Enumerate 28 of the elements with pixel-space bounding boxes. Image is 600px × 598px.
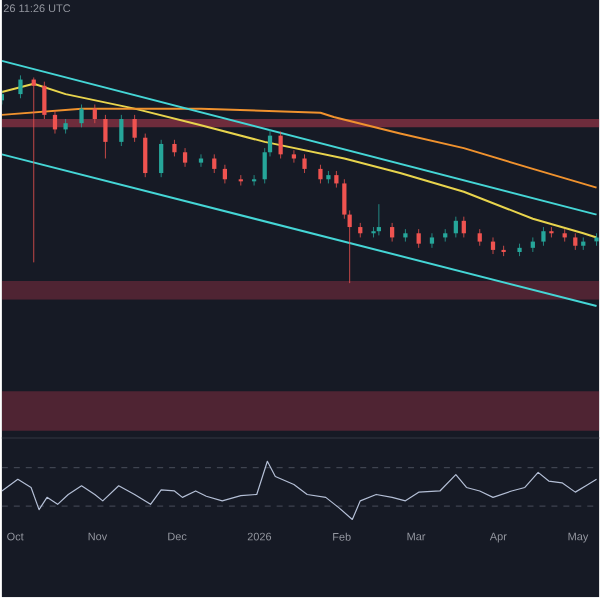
candlestick	[42, 81, 47, 120]
candlestick	[18, 75, 23, 99]
candlestick	[318, 164, 323, 185]
candlestick	[103, 114, 108, 160]
candlestick	[212, 154, 217, 174]
candlestick	[143, 133, 148, 178]
candlestick	[198, 154, 204, 168]
candlestick	[132, 114, 137, 143]
candlestick	[302, 154, 307, 174]
candlestick	[278, 131, 283, 160]
candlestick	[390, 222, 395, 243]
candlestick	[429, 233, 435, 249]
candlestick	[453, 216, 458, 239]
candlestick	[403, 229, 408, 243]
candlestick	[159, 139, 164, 178]
candlestick	[92, 104, 97, 124]
candlestick	[31, 77, 36, 264]
candlestick	[182, 148, 188, 168]
candlestick	[222, 164, 228, 185]
candlestick	[52, 110, 58, 135]
candlestick	[79, 104, 84, 129]
candlestick	[119, 114, 124, 147]
candlestick	[490, 237, 496, 255]
candlestick	[541, 227, 546, 247]
candlestick	[461, 216, 466, 239]
candlestick	[549, 227, 554, 239]
candlestick	[416, 229, 421, 249]
candlestick	[1, 89, 5, 106]
